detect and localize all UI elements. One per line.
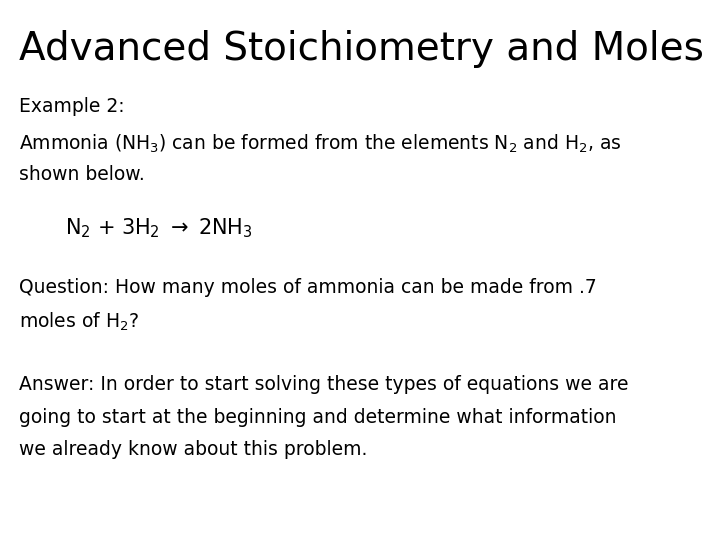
Text: Answer: In order to start solving these types of equations we are: Answer: In order to start solving these … [19, 375, 629, 394]
Text: Advanced Stoichiometry and Moles: Advanced Stoichiometry and Moles [19, 30, 704, 68]
Text: Ammonia (NH$_3$) can be formed from the elements N$_2$ and H$_2$, as: Ammonia (NH$_3$) can be formed from the … [19, 132, 622, 154]
Text: N$_2$ + 3H$_2$ $\rightarrow$ 2NH$_3$: N$_2$ + 3H$_2$ $\rightarrow$ 2NH$_3$ [65, 216, 253, 240]
Text: we already know about this problem.: we already know about this problem. [19, 440, 368, 459]
Text: Question: How many moles of ammonia can be made from .7: Question: How many moles of ammonia can … [19, 278, 597, 297]
Text: moles of H$_2$?: moles of H$_2$? [19, 310, 140, 333]
Text: shown below.: shown below. [19, 165, 145, 184]
Text: Example 2:: Example 2: [19, 97, 125, 116]
Text: going to start at the beginning and determine what information: going to start at the beginning and dete… [19, 408, 617, 427]
